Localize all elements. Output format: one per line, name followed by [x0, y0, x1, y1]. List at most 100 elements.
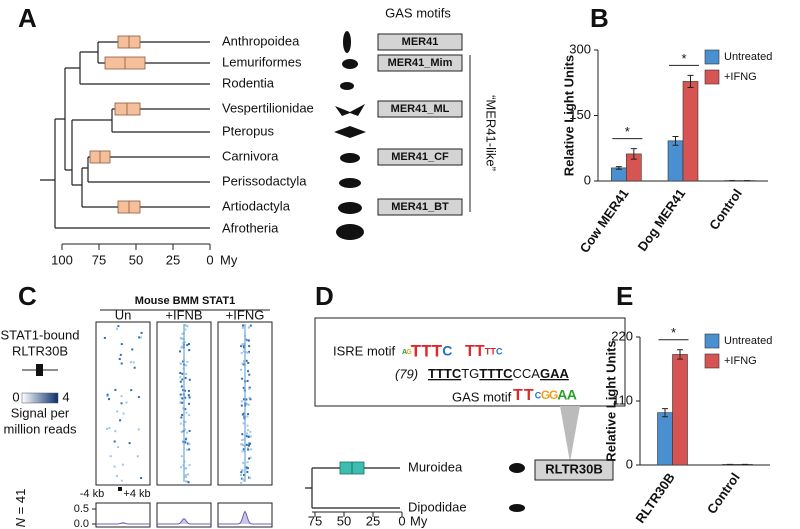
logo-letter: C — [535, 390, 542, 400]
heatmap-cell — [137, 396, 140, 399]
heatmap-cell — [179, 380, 182, 383]
heatmap-cell — [241, 439, 244, 442]
error-bar — [672, 135, 679, 146]
heatmap-cell — [106, 395, 109, 398]
motif-box — [377, 148, 463, 166]
heatmap-cell — [242, 479, 245, 482]
heatmap-cell — [247, 434, 250, 437]
logo-letter: T — [513, 387, 523, 404]
motif-label: MER41_Mim — [388, 57, 453, 69]
heatmap-cell — [188, 402, 191, 405]
x-tick-label: Dog MER41 — [635, 186, 689, 254]
heatmap-cell — [247, 435, 250, 438]
error-bar — [677, 349, 683, 360]
heatmap-cell — [245, 443, 248, 446]
heatmap-cell — [242, 413, 245, 416]
heatmap-cell — [114, 388, 117, 391]
heatmap-cell — [180, 345, 183, 348]
heatmap-cell — [241, 477, 244, 480]
heatmap-cell — [132, 361, 135, 364]
heatmap-cell — [242, 422, 245, 425]
time-unit: My — [410, 513, 428, 528]
logo-letter: T — [465, 343, 475, 360]
tick-label: 50 — [337, 513, 351, 528]
logo-letter: T — [411, 341, 422, 360]
heatmap-cell — [246, 403, 249, 406]
heatmap-cell — [179, 376, 182, 379]
heatmap-cell — [249, 448, 252, 451]
panel-label: B — [590, 3, 609, 33]
logo-letter: G — [406, 349, 412, 356]
heatmap-cell — [188, 443, 191, 446]
heatmap-cell — [249, 456, 252, 459]
x-tick-label: Cow MER41 — [577, 186, 632, 256]
logo-letter: T — [524, 387, 534, 404]
heatmap-cell — [120, 479, 123, 482]
motif-label: MER41_ML — [391, 103, 450, 115]
heatmap-cell — [248, 386, 251, 389]
heatmap-cell — [245, 398, 248, 401]
heatmap-cell — [241, 326, 244, 329]
sequence-part: TG — [461, 366, 479, 381]
taxon-label: Artiodactyla — [222, 198, 291, 213]
heatmap-cell — [186, 360, 189, 363]
count-label: (79) — [395, 366, 418, 381]
error-bar — [687, 74, 694, 89]
heatmap-cell — [188, 429, 191, 432]
heatmap-cell — [242, 350, 245, 353]
colorbar-label: million reads — [4, 421, 77, 436]
heatmap-cell — [181, 397, 184, 400]
tick-label: 100 — [51, 252, 73, 267]
heatmap-cell — [242, 462, 245, 465]
window-label: -4 kb — [80, 488, 104, 500]
heatmap-cell — [247, 429, 250, 432]
heatmap-cell — [130, 389, 133, 392]
heatmap-cell — [113, 465, 116, 468]
heatmap-cell — [117, 325, 120, 328]
heatmap-cell — [180, 430, 183, 433]
bar — [672, 354, 688, 466]
heatmap-cell — [119, 419, 122, 422]
heatmap-cell — [241, 469, 244, 472]
heatmap-cell — [179, 350, 182, 353]
heatmap-cell — [246, 447, 249, 450]
profile — [157, 517, 211, 525]
heatmap-cell — [113, 440, 116, 443]
heatmap-cell — [186, 448, 189, 451]
heatmap-cell — [184, 328, 187, 331]
heatmap-cell — [184, 408, 187, 411]
heatmap-cell — [249, 442, 252, 445]
profile-frame — [95, 502, 151, 528]
heatmap-cell — [186, 325, 189, 328]
taxon-label: Muroidea — [408, 459, 463, 474]
heatmap-cell — [240, 400, 243, 403]
error-bar — [662, 408, 668, 418]
heatmap-cell — [121, 463, 124, 466]
tick-label: 25 — [166, 252, 180, 267]
heatmap-cell — [248, 457, 251, 460]
heatmap-cell — [103, 336, 106, 339]
legend-swatch — [704, 49, 720, 65]
motif-label: ISRE motif — [333, 343, 396, 358]
colorbar-tick: 4 — [62, 389, 69, 404]
heatmap-cell — [248, 396, 251, 399]
heatmap-cell — [119, 353, 122, 356]
heatmap-cell — [188, 414, 191, 417]
window-center — [118, 487, 122, 491]
y-tick-label: 0 — [584, 172, 591, 187]
tick-label: 0 — [206, 252, 213, 267]
rodent-tree — [305, 467, 400, 509]
heatmap-cell — [114, 430, 117, 433]
heatmap-cell — [184, 473, 187, 476]
logo-letter: A — [402, 349, 407, 356]
sequence-part: TTTC — [479, 366, 513, 381]
sequence-part: GAA — [540, 366, 570, 381]
heatmap-cell — [247, 326, 250, 329]
heatmap-cell — [137, 428, 140, 431]
heatmap-stripe — [244, 324, 246, 482]
heatmap-cell — [246, 424, 249, 427]
tick-label: 0 — [398, 513, 405, 528]
heatmap-cell — [240, 345, 243, 348]
heatmap-cell — [184, 441, 187, 444]
